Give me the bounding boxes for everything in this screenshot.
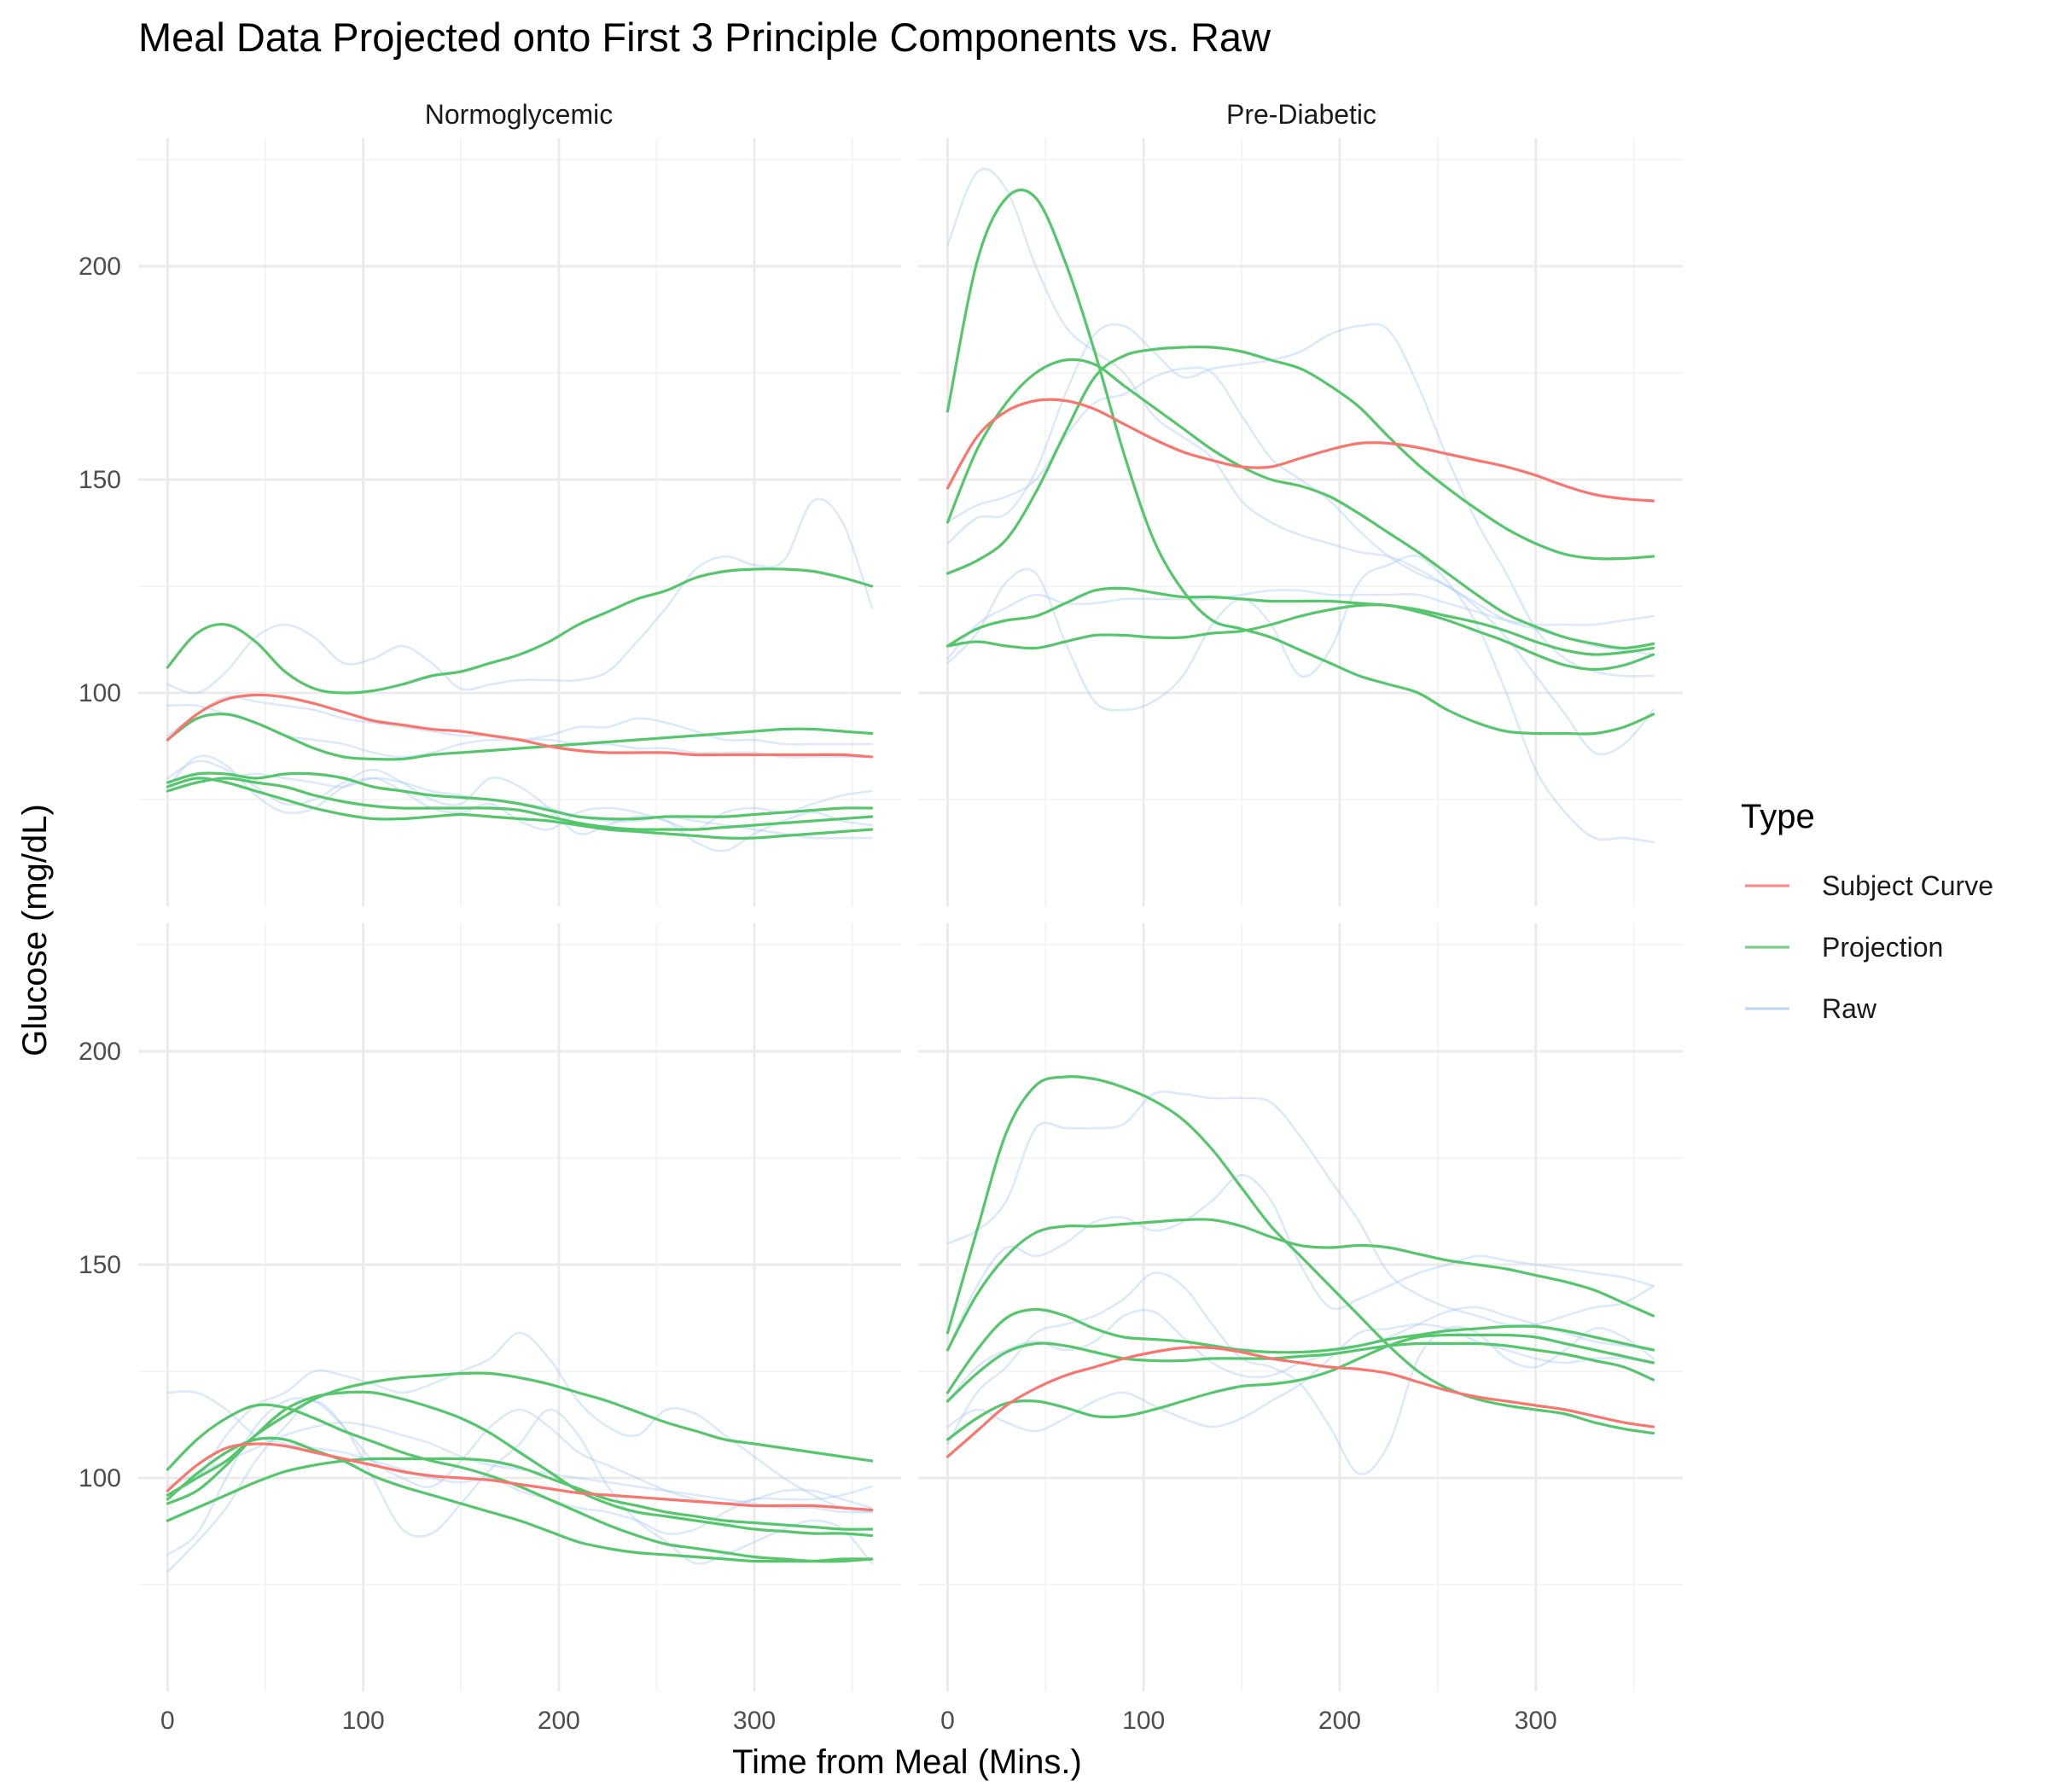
legend-label: Projection [1822,932,1943,963]
series-line-projection [945,189,1655,736]
series-line-projection [166,1371,874,1497]
series-line-projection [166,567,874,695]
series-line-projection [166,771,874,821]
series-line-raw [946,1090,1655,1327]
series-line-raw [166,497,873,695]
facet-label-pre-diabetic: Pre-Diabetic [1226,99,1376,130]
series-line-projection [166,1457,874,1531]
x-tick-label: 300 [1515,1707,1557,1735]
x-tick-label: 200 [1318,1707,1361,1735]
y-axis-ticks: 100 150 200 100 150 200 [79,253,121,1492]
series-line-subject-curve [945,398,1655,503]
series-line-raw [946,1271,1655,1475]
series-line-projection [166,1436,874,1563]
series-line-projection [945,1341,1655,1403]
legend: Type Subject Curve Projection Raw [1741,798,1993,1024]
x-tick-label: 0 [940,1707,955,1735]
x-axis-title: Time from Meal (Mins.) [732,1743,1082,1781]
y-tick-label: 100 [79,1464,121,1492]
series-line-subject-curve [945,1346,1655,1458]
x-tick-label: 0 [160,1707,175,1735]
series-line-raw [166,1390,873,1535]
series-line-raw [946,167,1655,656]
series-line-projection [945,1333,1655,1441]
series-line-raw [166,754,873,831]
series-line-projection [945,1307,1655,1394]
panel-pre-diabetic-bottom [918,923,1683,1691]
facet-label-normoglycemic: Normoglycemic [425,99,613,130]
legend-label: Raw [1822,993,1877,1024]
legend-title: Type [1741,798,1815,835]
chart-title: Meal Data Projected onto First 3 Princip… [138,15,1271,60]
x-tick-label: 100 [1122,1707,1165,1735]
series-line-projection [945,1218,1655,1352]
series-line-projection [166,713,874,761]
series-line-raw [946,366,1655,756]
y-tick-label: 200 [79,1038,121,1066]
x-axis-ticks: 0 100 200 300 0 100 200 300 [160,1707,1557,1735]
panel-pre-diabetic-top [918,138,1683,906]
series-line-raw [946,1173,1655,1352]
series-line-projection [945,586,1655,656]
series-line-raw [166,1421,873,1514]
panel-normoglycemic-bottom [138,923,901,1691]
y-tick-label: 100 [79,679,121,707]
x-tick-label: 200 [538,1707,580,1735]
series-line-projection [166,777,874,831]
series-line-projection [945,603,1655,672]
panel-normoglycemic-top [138,138,901,906]
series-line-projection [166,1403,874,1563]
series-line-subject-curve [166,1442,874,1512]
x-tick-label: 300 [733,1707,776,1735]
series-line-projection [166,1390,874,1538]
x-tick-label: 100 [342,1707,385,1735]
series-line-raw [166,1331,873,1514]
series-line-raw [946,1323,1655,1433]
series-line-subject-curve [166,693,874,759]
series-line-projection [945,345,1655,575]
series-line-raw [166,759,873,852]
y-axis-title: Glucose (mg/dL) [16,804,54,1056]
series-line-raw [166,1396,873,1556]
legend-label: Subject Curve [1822,870,1993,901]
y-tick-label: 150 [79,466,121,494]
series-line-projection [166,777,874,840]
y-tick-label: 150 [79,1251,121,1279]
series-line-raw [166,1399,873,1574]
series-line-projection [945,1074,1655,1435]
series-line-projection [945,358,1655,650]
y-tick-label: 200 [79,253,121,281]
